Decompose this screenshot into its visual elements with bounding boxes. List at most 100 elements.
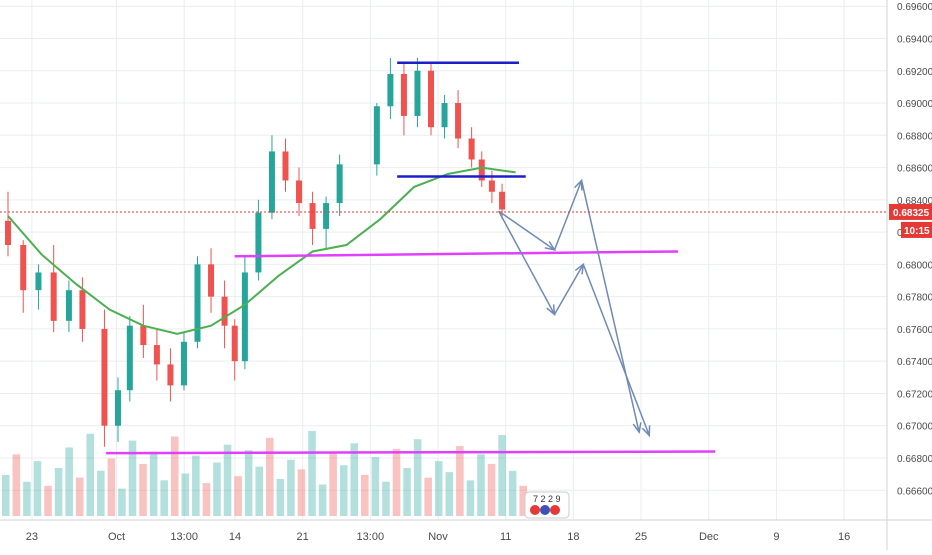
volume-bars (2, 431, 527, 516)
candle-body (140, 325, 147, 346)
volume-bar (149, 451, 158, 516)
volume-bar (234, 476, 242, 516)
x-tick-label: 18 (567, 531, 579, 543)
y-tick-label: 0.69200 (897, 67, 932, 78)
candle-body (231, 325, 238, 362)
x-tick-label: Oct (108, 531, 125, 543)
candle-body (488, 180, 495, 192)
projection-line (580, 180, 640, 433)
volume-bar (413, 439, 422, 516)
y-tick-label: 0.66800 (897, 454, 932, 465)
countdown-label: 10:15 (904, 226, 930, 237)
volume-bar (107, 458, 116, 516)
volume-bar (244, 450, 253, 516)
volume-bar (329, 452, 337, 516)
current-price-label: 0.68325 (893, 208, 930, 219)
volume-bar (434, 461, 443, 516)
candle-body (153, 345, 160, 365)
y-tick-label: 0.69000 (897, 99, 932, 110)
y-tick-label: 0.67200 (897, 389, 932, 400)
annotations (106, 61, 716, 455)
volume-bar (139, 463, 147, 516)
volume-bar (498, 435, 506, 516)
volume-bar (350, 443, 359, 516)
volume-bar (33, 461, 42, 516)
event-flag-icon (530, 505, 540, 515)
candle-body (114, 390, 121, 426)
level-line-magenta (234, 250, 679, 258)
x-tick-label: 25 (635, 531, 647, 543)
volume-bar (223, 444, 232, 516)
volume-bar (160, 480, 168, 516)
candle-body (387, 73, 394, 107)
volume-bar (213, 462, 221, 516)
event-flag-icon (540, 505, 550, 515)
x-tick-label: 23 (26, 531, 38, 543)
volume-bar (519, 485, 527, 516)
projection-line (498, 210, 555, 251)
volume-bar (170, 436, 179, 516)
projection-line (582, 264, 650, 436)
volume-bar (382, 481, 390, 516)
x-tick-label: 9 (773, 531, 779, 543)
candle-body (101, 328, 108, 426)
volume-bar (308, 431, 316, 516)
x-tick-label: 14 (229, 531, 241, 543)
volume-bar (12, 454, 21, 516)
projection-line (553, 180, 583, 251)
volume-bar (361, 474, 369, 516)
volume-bar (487, 463, 496, 516)
projection-line (498, 210, 556, 315)
volume-bar (75, 477, 84, 516)
volume-bar (318, 484, 327, 516)
volume-bar (466, 480, 475, 516)
candle-body (65, 290, 72, 321)
volume-bar (54, 468, 63, 516)
volume-bar (424, 477, 432, 516)
x-tick-label: Dec (699, 531, 719, 543)
candle-body (441, 103, 448, 128)
candle-body (468, 138, 475, 160)
volume-bar (339, 465, 348, 516)
volume-bar (276, 478, 285, 516)
bottom-badge[interactable]: 7 2 2 9 (524, 491, 570, 519)
y-tick-label: 0.67000 (897, 422, 932, 433)
y-tick-label: 0.68000 (897, 260, 932, 271)
candle-body (241, 272, 248, 362)
grid (0, 0, 887, 520)
candle-body (414, 70, 421, 116)
y-tick-label: 0.67400 (897, 357, 932, 368)
volume-bar (44, 485, 52, 516)
volume-bar (297, 469, 306, 516)
candle-body (478, 159, 485, 181)
candle-body (428, 70, 434, 128)
y-tick-label: 0.67600 (897, 325, 932, 336)
candle-body (373, 106, 380, 165)
candle-body (50, 272, 57, 321)
volume-bar (445, 472, 454, 516)
candle-body (499, 191, 506, 210)
candle-body (79, 290, 86, 329)
candle-body (221, 296, 228, 326)
x-tick-label: 16 (838, 531, 850, 543)
candle-body (194, 264, 201, 342)
level-line-magenta (106, 450, 716, 455)
event-badge-label: 7 2 2 9 (533, 494, 561, 504)
candle-body (282, 151, 289, 181)
y-tick-label: 0.66600 (897, 486, 932, 497)
volume-bar (371, 457, 380, 516)
event-flag-icon (550, 505, 560, 515)
candle-body (268, 151, 275, 213)
volume-bar (192, 455, 200, 516)
candle-body (126, 325, 133, 391)
volume-bar (97, 470, 105, 516)
x-tick-label: 21 (297, 531, 309, 543)
volume-bar (181, 473, 190, 516)
volume-bar (392, 448, 401, 516)
volume-bar (266, 437, 274, 516)
volume-bar (255, 466, 263, 516)
y-tick-label: 0.69600 (897, 2, 932, 13)
y-tick-label: 0.68400 (897, 196, 932, 207)
